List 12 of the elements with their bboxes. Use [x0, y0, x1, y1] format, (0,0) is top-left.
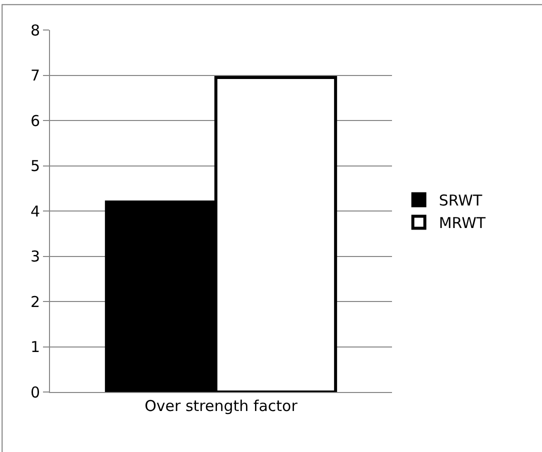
y-tick-label: 7 [30, 66, 40, 84]
y-tick-label: 6 [30, 112, 40, 130]
y-tick-label: 0 [30, 383, 40, 402]
y-tick-label: 8 [30, 21, 40, 40]
y-tick-label: 1 [30, 338, 40, 356]
legend-label: MRWT [438, 214, 486, 232]
y-tick-label: 4 [30, 202, 40, 220]
y-tick-label: 5 [30, 157, 40, 175]
y-tick-label: 2 [30, 292, 40, 311]
x-tick-label: Over strength factor [144, 397, 298, 415]
legend-label: SRWT [438, 192, 484, 210]
y-tick-label: 3 [30, 248, 40, 266]
